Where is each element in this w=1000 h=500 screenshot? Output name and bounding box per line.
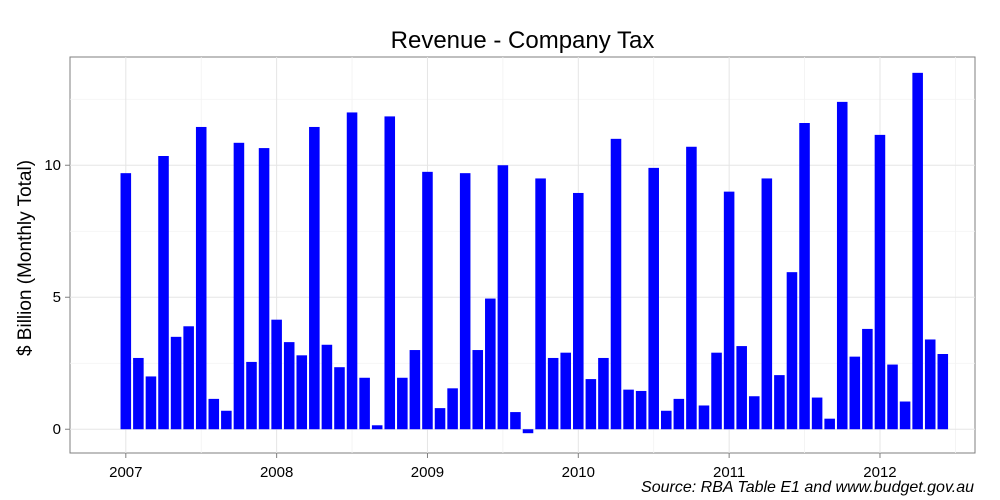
x-tick-label: 2007 bbox=[109, 464, 142, 481]
bar bbox=[736, 346, 747, 430]
bar bbox=[673, 398, 685, 430]
bar bbox=[145, 376, 157, 430]
bar bbox=[371, 425, 383, 430]
y-tick-label: 10 bbox=[44, 157, 61, 174]
y-tick-label: 5 bbox=[53, 289, 61, 306]
bar bbox=[472, 350, 484, 430]
bar bbox=[698, 405, 710, 430]
bar bbox=[912, 72, 923, 430]
bar bbox=[535, 178, 546, 430]
bar bbox=[120, 173, 132, 430]
bar bbox=[811, 397, 823, 430]
bar bbox=[686, 146, 697, 430]
bar bbox=[158, 156, 169, 430]
bar bbox=[296, 355, 308, 430]
bar bbox=[397, 377, 408, 430]
bar bbox=[258, 148, 270, 430]
bar bbox=[660, 410, 672, 430]
bar bbox=[748, 396, 760, 430]
bar bbox=[334, 367, 345, 430]
bar bbox=[497, 165, 509, 430]
x-tick-label: 2008 bbox=[260, 464, 293, 481]
bar bbox=[409, 350, 421, 430]
bar bbox=[786, 272, 798, 430]
x-axis: 2007 2008 2009 2010 2011 2012 bbox=[109, 453, 897, 481]
bar bbox=[598, 357, 609, 430]
bar bbox=[459, 173, 471, 430]
bar bbox=[359, 377, 370, 430]
bar bbox=[547, 357, 559, 430]
bar bbox=[384, 116, 396, 430]
bar bbox=[195, 126, 207, 430]
bar bbox=[648, 167, 659, 430]
bar bbox=[321, 344, 333, 430]
bar bbox=[623, 389, 634, 430]
bar bbox=[246, 361, 257, 430]
bar bbox=[560, 352, 572, 430]
bar bbox=[924, 339, 936, 430]
bar bbox=[887, 364, 898, 430]
bar bbox=[610, 138, 622, 430]
bar bbox=[233, 142, 245, 430]
bars bbox=[120, 72, 949, 434]
bar bbox=[937, 354, 949, 430]
bar bbox=[862, 328, 873, 430]
bar bbox=[208, 398, 220, 430]
bar bbox=[309, 126, 320, 430]
bar bbox=[849, 356, 861, 430]
bar bbox=[824, 418, 835, 430]
y-axis: 0 5 10 bbox=[44, 157, 70, 438]
bar bbox=[774, 375, 785, 430]
bar bbox=[170, 336, 182, 430]
bar bbox=[635, 390, 647, 430]
bar bbox=[522, 429, 534, 434]
bar bbox=[133, 357, 144, 430]
bar bbox=[221, 410, 232, 430]
x-tick-label: 2011 bbox=[713, 464, 745, 481]
bar bbox=[836, 101, 848, 430]
bar bbox=[899, 401, 911, 430]
bar bbox=[711, 352, 722, 430]
bar bbox=[761, 178, 773, 430]
bar bbox=[573, 192, 584, 430]
bar bbox=[485, 298, 496, 430]
source-note: Source: RBA Table E1 and www.budget.gov.… bbox=[641, 479, 974, 496]
plot-background bbox=[69, 56, 976, 454]
bar bbox=[723, 191, 735, 430]
bar bbox=[346, 112, 358, 430]
bar bbox=[183, 326, 194, 430]
bar bbox=[283, 342, 295, 430]
bar bbox=[510, 412, 521, 430]
bar bbox=[799, 123, 810, 430]
chart-title: Revenue - Company Tax bbox=[390, 27, 655, 54]
x-tick-label: 2012 bbox=[863, 464, 896, 481]
bar bbox=[271, 319, 282, 430]
bar bbox=[874, 134, 886, 430]
y-tick-label: 0 bbox=[53, 421, 61, 438]
x-tick-label: 2009 bbox=[411, 464, 444, 481]
bar bbox=[434, 408, 446, 430]
bar bbox=[447, 388, 458, 430]
x-tick-label: 2010 bbox=[562, 464, 595, 481]
bar bbox=[585, 379, 597, 430]
bar bbox=[422, 171, 433, 430]
